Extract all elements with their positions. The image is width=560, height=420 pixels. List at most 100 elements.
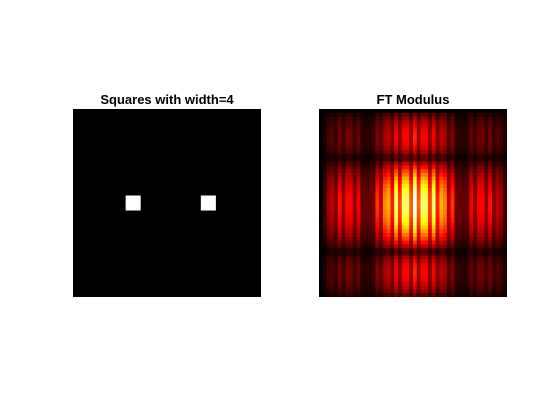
ft-cell — [397, 214, 403, 219]
ft-cell — [484, 225, 489, 230]
ft-cell — [450, 206, 455, 211]
ft-cell — [360, 274, 365, 279]
ft-cell — [499, 131, 504, 136]
ft-cell — [495, 191, 500, 196]
ft-cell — [424, 255, 429, 260]
ft-cell — [337, 266, 342, 271]
ft-cell — [458, 251, 463, 256]
ft-cell — [356, 270, 361, 275]
ft-cell — [382, 187, 387, 193]
ft-cell — [349, 278, 354, 283]
ft-cell — [488, 206, 493, 211]
ft-cell — [319, 199, 324, 204]
ft-cell — [413, 225, 418, 230]
ft-cell — [345, 139, 350, 144]
ft-cell — [431, 169, 436, 174]
ft-cell — [319, 180, 324, 185]
ft-cell — [450, 150, 455, 155]
ft-cell — [465, 278, 470, 283]
ft-cell — [397, 266, 403, 271]
ft-cell — [439, 165, 444, 170]
ft-cell — [371, 135, 376, 140]
ft-cell — [491, 248, 497, 253]
ft-cell — [397, 251, 403, 256]
ft-cell — [413, 124, 418, 129]
ft-cell — [424, 240, 429, 245]
ft-cell — [371, 187, 376, 193]
ft-cell — [443, 218, 448, 223]
ft-cell — [409, 116, 414, 121]
ft-cell — [326, 218, 331, 223]
ft-cell — [480, 266, 485, 271]
ft-cell — [371, 116, 376, 121]
ft-cell — [435, 281, 440, 287]
ft-cell — [322, 274, 327, 279]
ft-cell — [461, 157, 466, 162]
ft-cell — [499, 191, 504, 196]
ft-cell — [375, 161, 380, 166]
ft-cell — [345, 127, 350, 132]
ft-cell — [446, 184, 451, 189]
ft-cell — [491, 146, 497, 151]
ft-cell — [480, 131, 485, 136]
ft-cell — [484, 244, 489, 249]
ft-cell — [428, 142, 433, 147]
ft-cell — [450, 221, 455, 226]
ft-cell — [461, 161, 466, 166]
ft-cell — [420, 259, 425, 264]
ft-cell — [341, 266, 346, 271]
ft-cell — [341, 248, 346, 253]
ft-cell — [382, 135, 387, 140]
ft-cell — [461, 274, 466, 279]
ft-cell — [356, 285, 361, 290]
ft-cell — [334, 214, 339, 219]
ft-cell — [484, 236, 489, 241]
ft-cell — [337, 233, 342, 238]
ft-cell — [439, 263, 444, 268]
ft-cell — [431, 221, 436, 226]
ft-cell — [337, 203, 342, 208]
ft-cell — [352, 289, 357, 294]
ft-cell — [488, 218, 493, 223]
ft-cell — [367, 199, 372, 204]
ft-cell — [349, 191, 354, 196]
ft-cell — [364, 142, 369, 147]
ft-cell — [488, 259, 493, 264]
ft-cell — [326, 255, 331, 260]
ft-cell — [356, 172, 361, 177]
ft-cell — [345, 248, 350, 253]
ft-cell — [386, 120, 391, 125]
ft-cell — [382, 289, 387, 294]
ft-cell — [371, 109, 376, 114]
ft-cell — [322, 142, 327, 147]
ft-cell — [458, 233, 463, 238]
ft-cell — [484, 146, 489, 151]
ft-cell — [330, 255, 335, 260]
ft-cell — [469, 255, 474, 260]
ft-cell — [337, 131, 342, 136]
ft-cell — [480, 214, 485, 219]
ft-cell — [401, 266, 406, 271]
ft-cell — [465, 146, 470, 151]
ft-cell — [341, 124, 346, 129]
ft-cell — [450, 289, 455, 294]
ft-cell — [491, 285, 497, 290]
ft-cell — [499, 210, 504, 215]
ft-cell — [458, 270, 463, 275]
ft-cell — [424, 214, 429, 219]
ft-cell — [413, 274, 418, 279]
ft-cell — [428, 180, 433, 185]
ft-cell — [439, 221, 444, 226]
ft-cell — [382, 221, 387, 226]
ft-cell — [476, 281, 481, 287]
ft-cell — [337, 285, 342, 290]
ft-cell — [446, 218, 451, 223]
ft-cell — [405, 157, 410, 162]
ft-cell — [431, 199, 436, 204]
ft-cell — [390, 180, 395, 185]
ft-cell — [390, 236, 395, 241]
ft-cell — [386, 176, 391, 181]
ft-cell — [322, 195, 327, 200]
ft-cell — [326, 293, 331, 297]
ft-cell — [409, 255, 414, 260]
